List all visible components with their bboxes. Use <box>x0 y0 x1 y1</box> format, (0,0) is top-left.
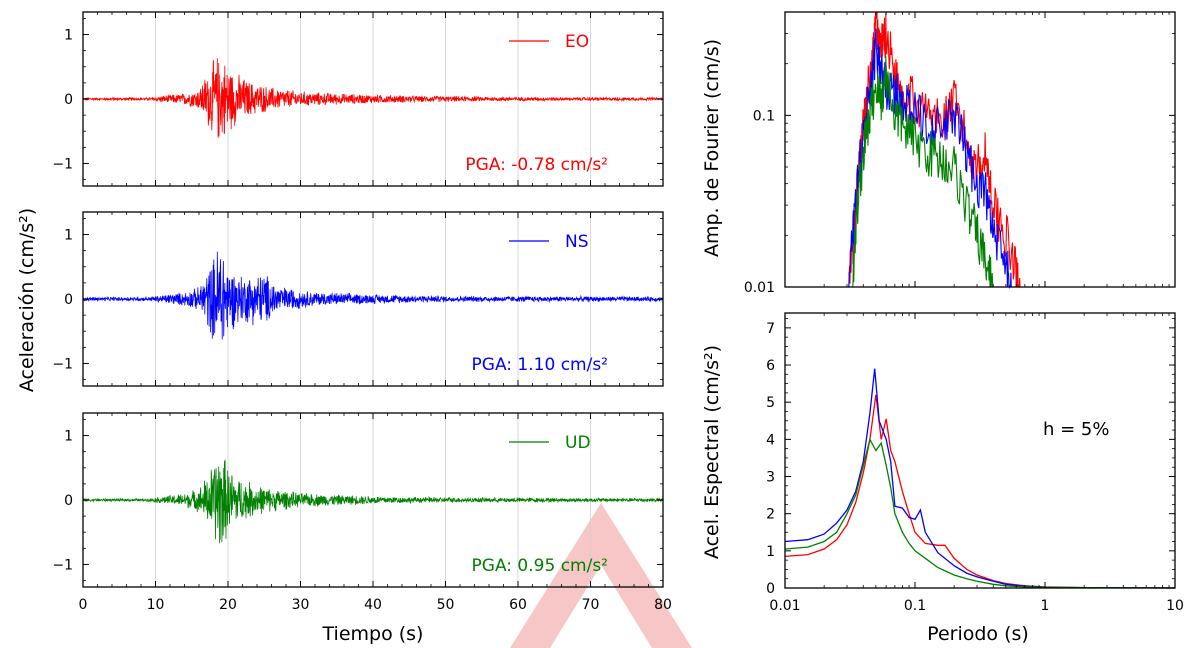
watermark-logo <box>510 503 692 648</box>
fourier-spectrum-panel: 0.01 0.1 <box>744 11 1176 296</box>
spectrum-series-line <box>784 394 1176 589</box>
time-series-panel-eo: −1 0 1 EO PGA: -0.78 cm/s² <box>52 11 664 187</box>
x-tick-label: 50 <box>437 597 455 613</box>
y-tick-label: 7 <box>766 321 775 337</box>
y-tick-label: 0.1 <box>753 108 775 124</box>
axis-ticks: 0.01 0.1 <box>744 11 1176 296</box>
x-tick-label: 80 <box>654 597 672 613</box>
axis-ticks: −1 0 1 <box>52 12 664 186</box>
y-tick-label: −1 <box>52 557 73 573</box>
axis-ticks: −1 0 1 <box>52 212 664 386</box>
legend: EO <box>509 32 589 52</box>
y-tick-label: 4 <box>766 432 775 448</box>
x-tick-label: 10 <box>147 597 165 613</box>
y-tick-label: 0 <box>64 92 73 108</box>
legend-label: NS <box>565 232 589 252</box>
fourier-series-line <box>852 56 994 288</box>
x-tick-label: 70 <box>582 597 600 613</box>
pga-label: PGA: 0.95 cm/s² <box>472 556 608 576</box>
series-line-ud <box>82 459 664 544</box>
y-tick-label: −1 <box>52 156 73 172</box>
y-tick-label: 1 <box>64 429 73 445</box>
x-tick-label: 20 <box>219 597 237 613</box>
x-tick-label: 0.1 <box>904 598 926 614</box>
x-tick-label: 0 <box>79 597 88 613</box>
x-tick-label: 1 <box>1041 598 1050 614</box>
y-tick-label: −1 <box>52 356 73 372</box>
damping-annotation: h = 5% <box>1043 419 1110 440</box>
y-tick-label: 1 <box>64 28 73 44</box>
plot-frame <box>784 11 1176 288</box>
series-line-ns <box>82 251 664 340</box>
legend-label: UD <box>565 433 591 453</box>
y-tick-label: 5 <box>766 395 775 411</box>
x-axis-title-period: Periodo (s) <box>927 623 1029 645</box>
x-axis-title-time: Tiempo (s) <box>322 623 424 645</box>
y-tick-label: 6 <box>766 358 775 374</box>
y-tick-label: 0 <box>64 493 73 509</box>
x-tick-label: 40 <box>364 597 382 613</box>
legend-label: EO <box>565 32 589 52</box>
series-lines <box>784 368 1176 589</box>
axis-ticks: 0.01 0.1 1 10 0 1 2 3 4 5 6 7 <box>766 313 1184 614</box>
y-axis-title-fourier: Amp. de Fourier (cm/s) <box>701 39 723 257</box>
pga-label: PGA: 1.10 cm/s² <box>472 355 608 375</box>
y-axis-title-spectral: Acel. Espectral (cm/s²) <box>701 345 723 559</box>
y-axis-title-acceleration: Aceleración (cm/s²) <box>16 208 38 392</box>
y-tick-label: 1 <box>64 228 73 244</box>
y-tick-label: 2 <box>766 507 775 523</box>
series-line-eo <box>83 58 664 138</box>
fourier-series-line <box>848 11 1021 289</box>
y-tick-label: 0 <box>64 292 73 308</box>
legend: NS <box>509 232 589 252</box>
x-tick-label: 60 <box>509 597 527 613</box>
y-tick-label: 0.01 <box>744 280 775 296</box>
y-tick-label: 1 <box>766 544 775 560</box>
y-tick-label: 0 <box>766 581 775 597</box>
x-tick-label: 30 <box>292 597 310 613</box>
spectrum-series-line <box>784 368 1176 589</box>
plot-frame <box>784 312 1176 589</box>
time-series-panel-ns: −1 0 1 NS PGA: 1.10 cm/s² <box>52 211 664 387</box>
response-spectrum-panel: 0.01 0.1 1 10 0 1 2 3 4 5 6 7 h = 5% <box>766 312 1184 614</box>
x-tick-label: 0.01 <box>769 598 800 614</box>
x-tick-label: 10 <box>1166 598 1184 614</box>
legend: UD <box>509 433 591 453</box>
y-tick-label: 3 <box>766 470 775 486</box>
series-lines <box>848 11 1021 290</box>
spectrum-series-line <box>784 437 1176 589</box>
pga-label: PGA: -0.78 cm/s² <box>465 155 608 175</box>
